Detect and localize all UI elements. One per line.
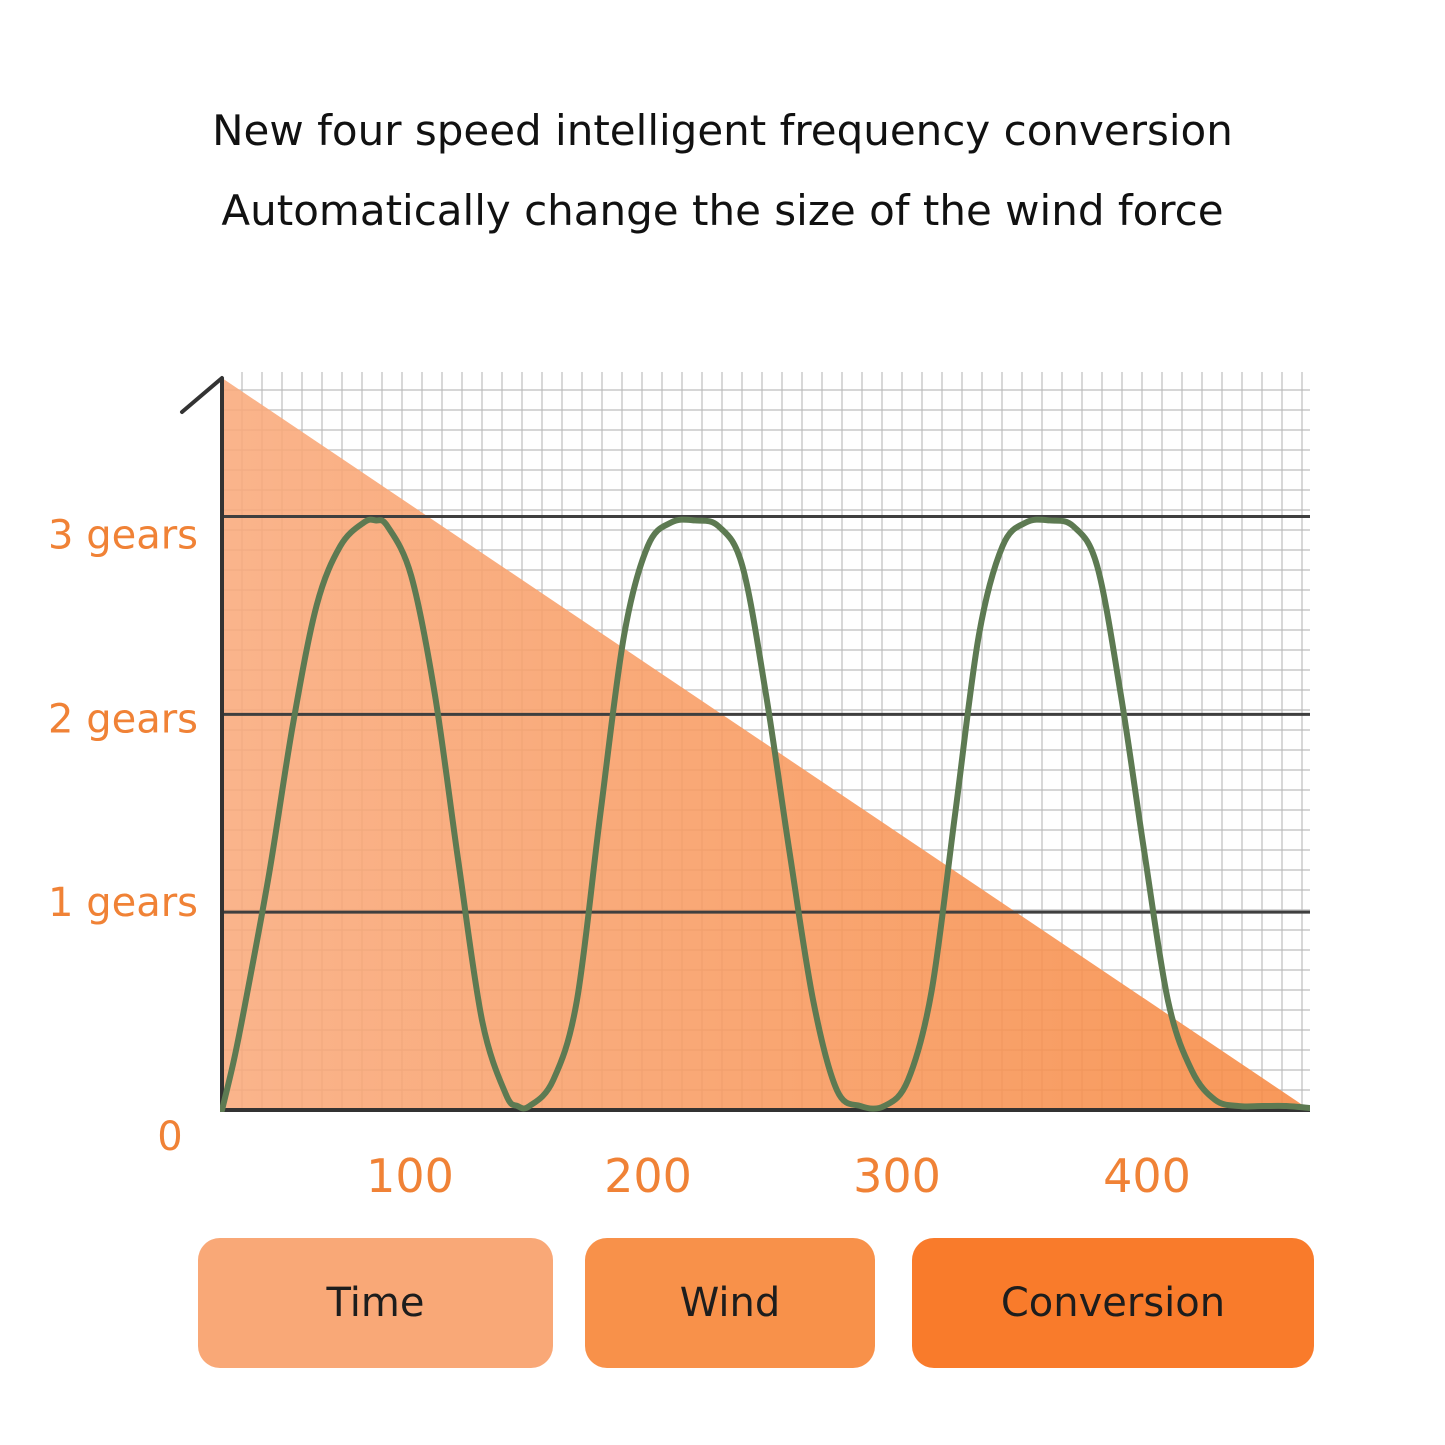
title-line-2: Automatically change the size of the win… <box>221 186 1224 235</box>
axes <box>180 376 1310 1112</box>
x-tick-label: 200 <box>604 1149 692 1203</box>
conversion-curve <box>220 516 1310 1112</box>
y-tick-label: 3 gears <box>48 512 198 558</box>
x-tick-label: 300 <box>853 1149 941 1203</box>
legend-wind: Wind <box>585 1238 875 1368</box>
y-tick-label: 0 <box>157 1114 182 1160</box>
title-line-1: New four speed intelligent frequency con… <box>212 106 1233 155</box>
gear-lines <box>222 514 1310 914</box>
tick-labels: 0 1 gears 2 gears 3 gears 100 200 300 400 <box>48 512 1191 1203</box>
x-tick-label: 100 <box>366 1149 454 1203</box>
legend-conversion: Conversion <box>912 1238 1314 1368</box>
conversion-line <box>220 516 1310 1112</box>
y-axis-arrow <box>180 376 224 414</box>
y-tick-label: 2 gears <box>48 696 198 742</box>
legend-time: Time <box>198 1238 553 1368</box>
wind-area <box>222 378 1310 1110</box>
y-tick-label: 1 gears <box>48 880 198 926</box>
legend-wind-label: Wind <box>679 1280 781 1326</box>
x-tick-label: 400 <box>1103 1149 1191 1203</box>
legend-time-label: Time <box>326 1280 425 1326</box>
legend-conversion-label: Conversion <box>1000 1280 1226 1326</box>
wind-area-triangle <box>222 378 1310 1110</box>
